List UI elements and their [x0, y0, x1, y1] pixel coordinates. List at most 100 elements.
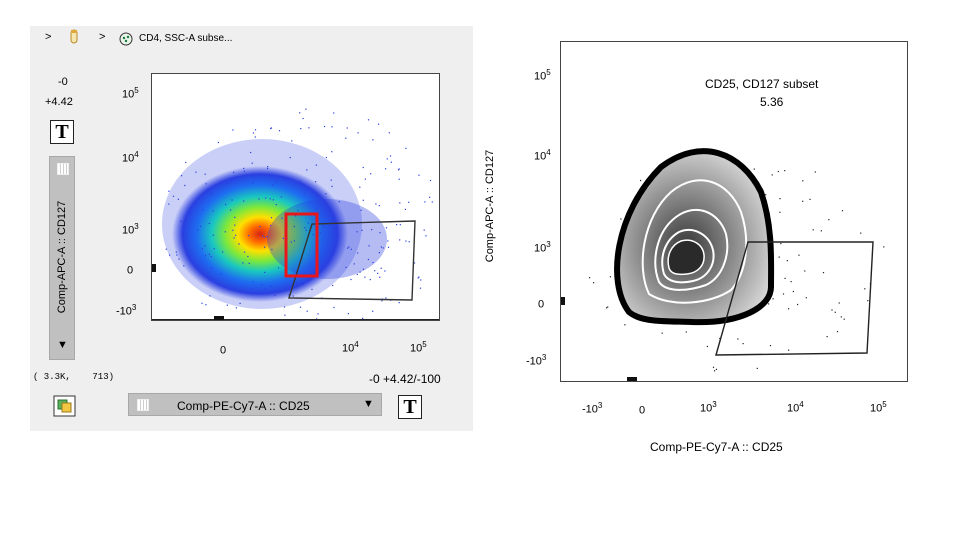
x-tick-label: -103 — [582, 401, 603, 416]
event-dot — [201, 248, 203, 250]
event-dot — [275, 204, 277, 206]
event-dot — [372, 139, 374, 141]
event-dot — [195, 171, 197, 173]
scatter-dots — [162, 139, 387, 309]
event-dot — [405, 147, 407, 149]
event-dot — [431, 201, 433, 203]
event-dot — [345, 266, 347, 268]
event-dot — [239, 302, 241, 304]
event-dot — [360, 209, 362, 211]
event-dot — [311, 288, 313, 290]
event-dot — [353, 263, 355, 265]
y-axis-label: Comp-APC-A :: CD127 — [484, 149, 496, 263]
event-dot — [609, 276, 611, 278]
event-dot — [281, 217, 283, 219]
event-dot — [180, 220, 182, 222]
event-dot — [203, 192, 205, 194]
event-dot — [293, 225, 295, 228]
y-tick-label: 103 — [122, 222, 139, 237]
event-dot — [264, 271, 266, 273]
breadcrumb-separator: > — [45, 31, 52, 43]
y-tick-label: 105 — [534, 68, 551, 83]
event-dot — [325, 193, 327, 195]
event-dot — [357, 132, 359, 134]
event-dot — [372, 310, 374, 312]
event-dot — [425, 235, 427, 237]
event-dot — [417, 277, 419, 279]
x-tick-label: 104 — [787, 400, 804, 415]
event-dot — [624, 324, 626, 326]
event-dot — [276, 179, 278, 181]
event-dot — [753, 168, 755, 170]
event-dot — [777, 170, 779, 173]
event-dot — [290, 241, 292, 243]
event-dot — [737, 338, 739, 340]
event-dot — [331, 126, 333, 128]
event-dot — [267, 167, 269, 170]
gate-name-label: CD25, CD127 subset — [705, 77, 819, 91]
event-dot — [860, 232, 862, 234]
event-dot — [390, 161, 392, 163]
y-axis-max-value: +4.42 — [45, 96, 73, 108]
event-dot — [814, 171, 816, 173]
event-dot — [385, 297, 387, 299]
x-axis-text-button[interactable]: T — [398, 395, 422, 419]
event-dot — [780, 243, 782, 245]
event-dot — [302, 117, 304, 120]
event-dot — [413, 262, 416, 264]
event-dot — [272, 184, 274, 186]
event-dot — [380, 267, 382, 269]
event-dot — [178, 258, 180, 260]
x-tick-label: 104 — [342, 340, 359, 355]
event-dot — [264, 246, 266, 248]
event-dot — [385, 168, 387, 170]
population-icon[interactable] — [119, 32, 133, 46]
pseudocolor-plot — [152, 108, 439, 320]
event-dot — [199, 225, 202, 227]
breadcrumb-population[interactable]: CD4, SSC-A subse... — [139, 33, 233, 44]
event-dot — [265, 197, 267, 199]
gate-highlight-rectangle[interactable] — [284, 212, 319, 278]
event-dot — [346, 127, 348, 129]
event-dot — [222, 251, 224, 253]
event-dot — [270, 225, 272, 227]
event-dot — [205, 304, 207, 306]
event-dot — [372, 261, 374, 264]
event-dot — [295, 215, 297, 217]
event-dot — [389, 155, 392, 157]
event-dot — [296, 282, 298, 284]
event-dot — [778, 256, 780, 258]
event-dot — [398, 178, 400, 180]
event-dot — [399, 202, 401, 204]
event-dot — [306, 169, 308, 171]
x-tick-label: 105 — [410, 340, 427, 355]
event-dot — [685, 331, 687, 333]
event-dot — [270, 217, 273, 219]
event-dot — [293, 240, 295, 242]
y-parameter-label: Comp-APC-A :: CD127 — [56, 200, 68, 314]
event-dot — [333, 306, 335, 309]
event-dot — [185, 161, 187, 164]
dot-plot-area[interactable] — [151, 73, 440, 321]
cd25-cd127-gate[interactable] — [715, 241, 874, 356]
event-dot — [843, 318, 845, 320]
layout-editor-icon[interactable] — [53, 395, 77, 417]
event-dot — [386, 158, 388, 160]
x-parameter-dropdown[interactable]: Comp-PE-Cy7-A :: CD25 ▼ — [128, 393, 382, 416]
event-dot — [220, 273, 222, 275]
event-dot — [356, 231, 358, 233]
y-axis-text-button[interactable]: T — [50, 120, 74, 144]
sample-tube-icon[interactable] — [68, 28, 80, 46]
cd25-cd127-gate[interactable] — [288, 220, 416, 301]
grid-icon — [57, 163, 69, 175]
event-dot — [280, 196, 282, 198]
event-dot — [333, 239, 335, 241]
event-dot — [232, 129, 234, 131]
zebra-plot-area[interactable] — [560, 41, 908, 382]
event-dot — [429, 196, 431, 198]
event-dot — [230, 209, 232, 211]
event-dot — [184, 184, 186, 187]
y-parameter-dropdown[interactable]: Comp-APC-A :: CD127 ▼ — [49, 156, 75, 360]
event-dot — [381, 300, 383, 302]
event-dot — [396, 224, 398, 226]
